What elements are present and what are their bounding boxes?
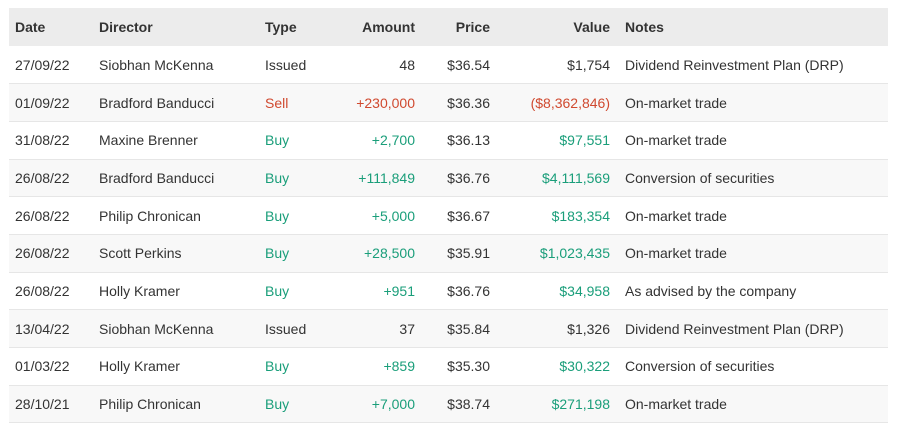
cell-date: 31/08/22 (15, 132, 70, 149)
cell-price: $36.76 (447, 282, 490, 299)
cell-notes: Dividend Reinvestment Plan (DRP) (625, 320, 844, 337)
cell-type: Buy (265, 396, 290, 413)
cell-price: $36.76 (447, 169, 490, 186)
cell-value: $1,754 (567, 56, 610, 73)
cell-type: Buy (265, 207, 290, 224)
cell-director: Siobhan McKenna (99, 56, 214, 73)
cell-date: 13/04/22 (15, 320, 70, 337)
cell-date: 28/10/21 (15, 396, 70, 413)
cell-notes: On-market trade (625, 132, 727, 149)
cell-notes: Conversion of securities (625, 358, 775, 375)
cell-date: 27/09/22 (15, 56, 70, 73)
cell-director: Maxine Brenner (99, 132, 198, 149)
cell-type: Sell (265, 94, 289, 111)
header-price[interactable]: Price (455, 19, 490, 35)
cell-date: 26/08/22 (15, 207, 70, 224)
header-director[interactable]: Director (99, 19, 153, 35)
cell-type: Buy (265, 132, 290, 149)
cell-director: Bradford Banducci (99, 94, 215, 111)
cell-price: $36.67 (447, 207, 490, 224)
cell-notes: As advised by the company (625, 282, 797, 299)
cell-price: $35.91 (447, 245, 490, 262)
header-value[interactable]: Value (573, 19, 610, 35)
cell-date: 26/08/22 (15, 282, 70, 299)
header-type[interactable]: Type (265, 19, 297, 35)
table-row: 27/09/22 Siobhan McKenna Issued 48 $36.5… (9, 46, 888, 84)
table-row: 01/03/22 Holly Kramer Buy +859 $35.30 $3… (9, 347, 888, 386)
cell-director: Bradford Banducci (99, 169, 215, 186)
cell-amount: +951 (383, 282, 415, 299)
cell-amount: +2,700 (371, 132, 415, 149)
cell-value: $30,322 (559, 358, 610, 375)
director-transactions-table: Date Director Type Amount Price Value No… (9, 8, 888, 423)
table-row: 28/10/21 Philip Chronican Buy +7,000 $38… (9, 385, 888, 423)
cell-value: $183,354 (551, 207, 610, 224)
cell-price: $36.36 (447, 94, 490, 111)
cell-type: Buy (265, 282, 290, 299)
cell-type: Buy (265, 169, 290, 186)
cell-value: $271,198 (551, 396, 610, 413)
cell-value: $97,551 (559, 132, 610, 149)
cell-amount: +111,849 (358, 169, 415, 186)
cell-date: 26/08/22 (15, 245, 70, 262)
cell-notes: Dividend Reinvestment Plan (DRP) (625, 56, 844, 73)
cell-notes: On-market trade (625, 94, 727, 111)
cell-price: $36.54 (447, 56, 490, 73)
table-body: 27/09/22 Siobhan McKenna Issued 48 $36.5… (9, 46, 888, 423)
cell-director: Holly Kramer (99, 282, 180, 299)
cell-price: $36.13 (447, 132, 490, 149)
cell-amount: 37 (399, 320, 415, 337)
cell-director: Siobhan McKenna (99, 320, 214, 337)
cell-type: Buy (265, 358, 290, 375)
header-date[interactable]: Date (15, 19, 46, 35)
cell-director: Philip Chronican (99, 396, 201, 413)
cell-type: Issued (265, 320, 307, 337)
cell-notes: On-market trade (625, 207, 727, 224)
header-notes[interactable]: Notes (625, 19, 664, 35)
director-transactions-table-container: Date Director Type Amount Price Value No… (9, 8, 888, 423)
cell-value: $1,326 (567, 320, 610, 337)
cell-amount: 48 (399, 56, 415, 73)
header-amount[interactable]: Amount (362, 19, 415, 35)
cell-type: Issued (265, 56, 307, 73)
cell-amount: +28,500 (364, 245, 415, 262)
cell-price: $35.84 (447, 320, 490, 337)
cell-notes: On-market trade (625, 396, 727, 413)
cell-date: 26/08/22 (15, 169, 70, 186)
cell-notes: Conversion of securities (625, 169, 775, 186)
cell-value: ($8,362,846) (530, 94, 610, 111)
cell-amount: +5,000 (371, 207, 415, 224)
table-row: 13/04/22 Siobhan McKenna Issued 37 $35.8… (9, 309, 888, 348)
cell-director: Philip Chronican (99, 207, 201, 224)
cell-date: 01/09/22 (15, 94, 70, 111)
cell-value: $34,958 (559, 282, 610, 299)
cell-date: 01/03/22 (15, 358, 70, 375)
cell-price: $35.30 (447, 358, 490, 375)
cell-notes: On-market trade (625, 245, 727, 262)
cell-director: Scott Perkins (99, 245, 182, 262)
cell-value: $4,111,569 (542, 169, 610, 186)
cell-director: Holly Kramer (99, 358, 180, 375)
table-row: 26/08/22 Holly Kramer Buy +951 $36.76 $3… (9, 272, 888, 310)
cell-price: $38.74 (447, 396, 490, 413)
cell-amount: +7,000 (371, 396, 415, 413)
cell-type: Buy (265, 245, 290, 262)
table-row: 26/08/22 Scott Perkins Buy +28,500 $35.9… (9, 234, 888, 273)
table-row: 01/09/22 Bradford Banducci Sell +230,000… (9, 83, 888, 122)
table-header: Date Director Type Amount Price Value No… (9, 8, 888, 46)
cell-value: $1,023,435 (539, 245, 610, 262)
table-header-row: Date Director Type Amount Price Value No… (9, 8, 888, 46)
table-row: 26/08/22 Philip Chronican Buy +5,000 $36… (9, 196, 888, 235)
table-row: 31/08/22 Maxine Brenner Buy +2,700 $36.1… (9, 121, 888, 160)
cell-amount: +859 (383, 358, 415, 375)
cell-amount: +230,000 (356, 94, 415, 111)
table-row: 26/08/22 Bradford Banducci Buy +111,849 … (9, 159, 888, 197)
